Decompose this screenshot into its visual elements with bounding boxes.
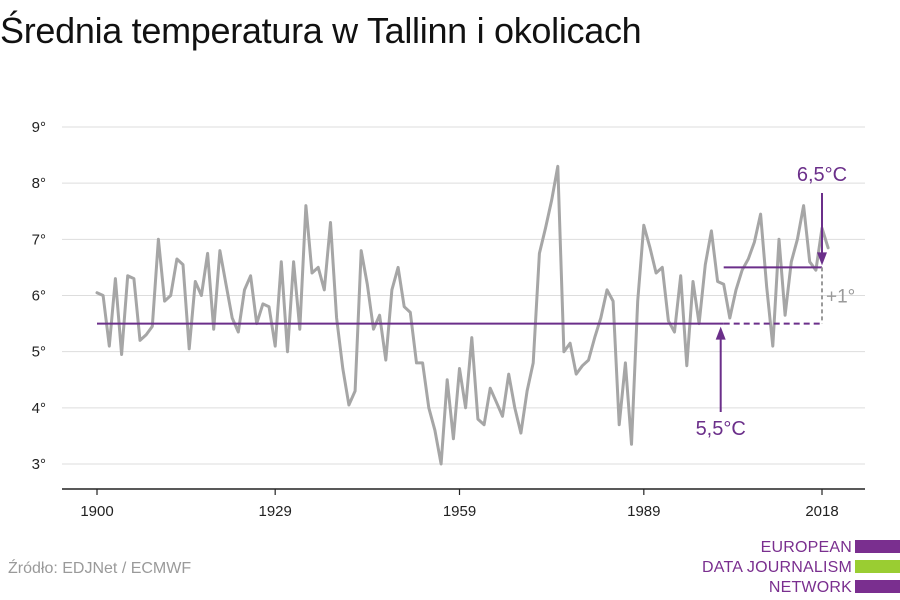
edjnet-logo-bars [855, 540, 900, 600]
x-tick-label: 1959 [443, 503, 476, 520]
y-tick-label: 6° [32, 288, 46, 305]
edjnet-logo-text[interactable]: EUROPEAN DATA JOURNALISM NETWORK [690, 538, 852, 598]
chart-title: Średnia temperatura w Tallinn i okolicac… [0, 10, 642, 51]
difference-label: +1° [826, 287, 855, 308]
y-tick-label: 5° [32, 344, 46, 361]
logo-bar-bottom [855, 580, 900, 593]
x-tick-label: 2018 [805, 503, 838, 520]
y-tick-label: 4° [32, 400, 46, 417]
y-tick-label: 7° [32, 231, 46, 248]
logo-line-data-journalism: DATA JOURNALISM [702, 559, 852, 576]
recent-value-label: 6,5°C [797, 164, 847, 186]
logo-bar-top [855, 540, 900, 553]
y-tick-label: 3° [32, 456, 46, 473]
x-tick-label: 1929 [258, 503, 291, 520]
x-tick-label: 1900 [80, 503, 113, 520]
logo-line-network: NETWORK [768, 579, 852, 596]
baseline-value-label: 5,5°C [696, 418, 746, 440]
y-tick-label: 8° [32, 175, 46, 192]
logo-bar-middle [855, 560, 900, 573]
y-tick-label: 9° [32, 119, 46, 136]
recent-arrow-head [817, 252, 827, 266]
baseline-arrow-head [715, 326, 726, 340]
logo-line-european: EUROPEAN [760, 539, 852, 556]
x-tick-label: 1989 [627, 503, 660, 520]
source-credit: Źródło: EDJNet / ECMWF [8, 560, 192, 577]
temperature-series-line [95, 164, 830, 466]
